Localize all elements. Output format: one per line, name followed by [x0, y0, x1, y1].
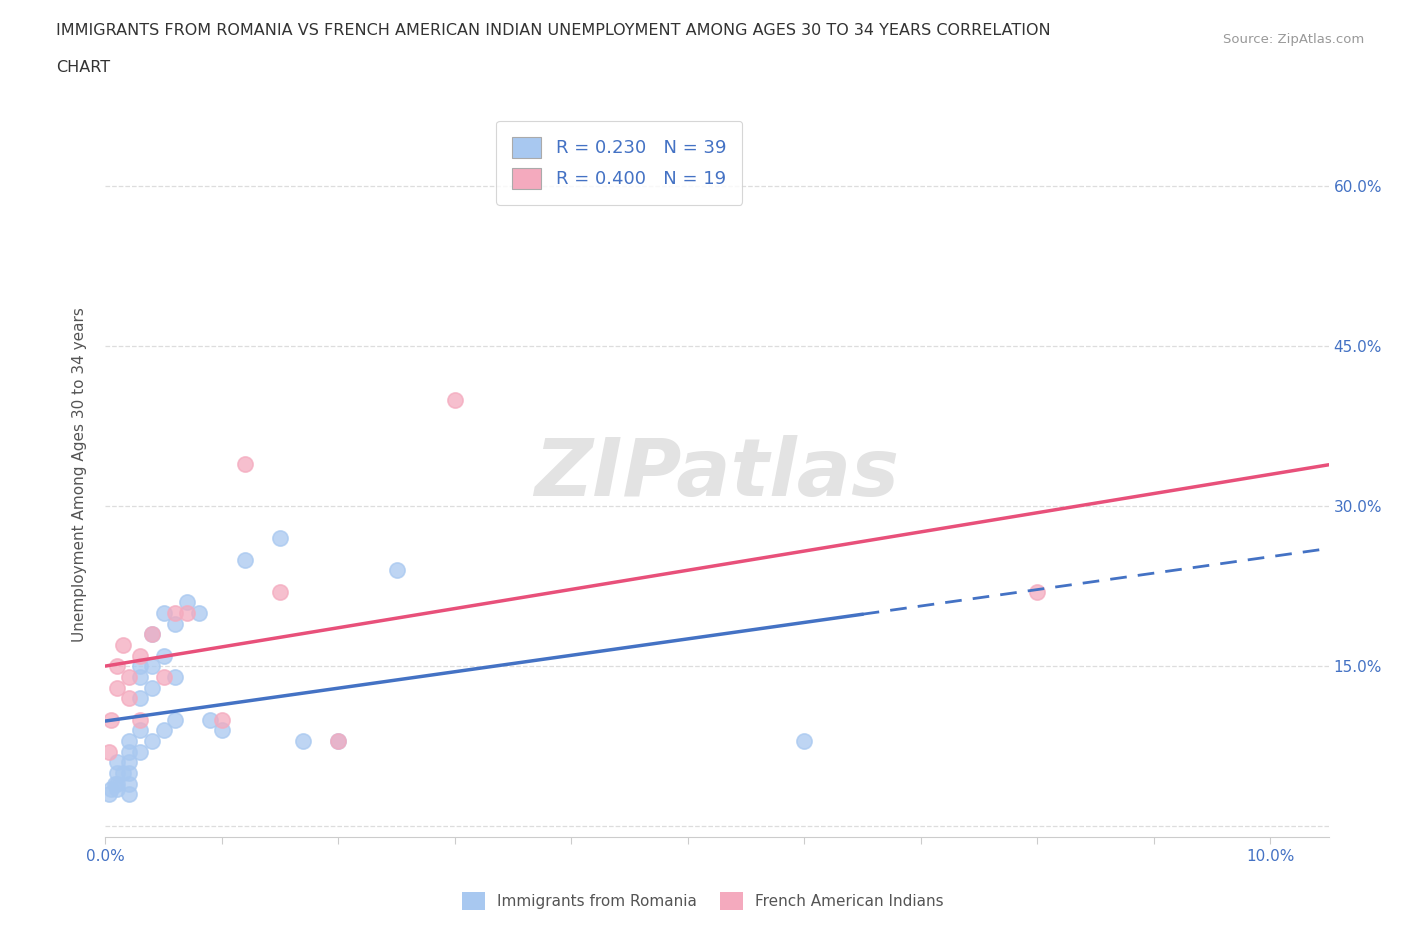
- Point: [105, 680, 128, 695]
- Legend: R = 0.230   N = 39, R = 0.400   N = 19: R = 0.230 N = 39, R = 0.400 N = 19: [496, 121, 742, 205]
- Point: [129, 691, 152, 706]
- Point: [141, 658, 163, 673]
- Point: [129, 712, 152, 727]
- Point: [328, 734, 350, 749]
- Point: [111, 638, 134, 653]
- Point: [97, 787, 120, 802]
- Point: [118, 734, 141, 749]
- Point: [118, 691, 141, 706]
- Point: [187, 605, 209, 620]
- Point: [118, 670, 141, 684]
- Point: [105, 755, 128, 770]
- Text: CHART: CHART: [56, 60, 110, 75]
- Text: IMMIGRANTS FROM ROMANIA VS FRENCH AMERICAN INDIAN UNEMPLOYMENT AMONG AGES 30 TO : IMMIGRANTS FROM ROMANIA VS FRENCH AMERIC…: [56, 23, 1050, 38]
- Point: [118, 755, 141, 770]
- Point: [211, 723, 233, 737]
- Text: ZIPatlas: ZIPatlas: [534, 435, 900, 513]
- Point: [105, 781, 128, 796]
- Point: [176, 595, 198, 610]
- Point: [129, 744, 152, 759]
- Point: [211, 712, 233, 727]
- Point: [118, 777, 141, 791]
- Point: [165, 712, 187, 727]
- Point: [328, 734, 350, 749]
- Point: [269, 584, 291, 599]
- Point: [104, 777, 127, 791]
- Point: [165, 670, 187, 684]
- Text: Source: ZipAtlas.com: Source: ZipAtlas.com: [1223, 33, 1364, 46]
- Point: [165, 605, 187, 620]
- Point: [233, 457, 256, 472]
- Point: [292, 734, 315, 749]
- Y-axis label: Unemployment Among Ages 30 to 34 years: Unemployment Among Ages 30 to 34 years: [72, 307, 87, 642]
- Legend: Immigrants from Romania, French American Indians: Immigrants from Romania, French American…: [454, 884, 952, 918]
- Point: [152, 670, 174, 684]
- Point: [233, 552, 256, 567]
- Point: [269, 531, 291, 546]
- Point: [176, 605, 198, 620]
- Point: [129, 658, 152, 673]
- Point: [118, 765, 141, 780]
- Point: [118, 744, 141, 759]
- Point: [385, 563, 408, 578]
- Point: [100, 781, 122, 796]
- Point: [141, 627, 163, 642]
- Point: [129, 723, 152, 737]
- Point: [118, 787, 141, 802]
- Point: [100, 712, 122, 727]
- Point: [152, 648, 174, 663]
- Point: [165, 617, 187, 631]
- Point: [200, 712, 222, 727]
- Point: [793, 734, 815, 749]
- Point: [129, 670, 152, 684]
- Point: [141, 680, 163, 695]
- Point: [111, 765, 134, 780]
- Point: [152, 605, 174, 620]
- Point: [105, 765, 128, 780]
- Point: [105, 777, 128, 791]
- Point: [152, 723, 174, 737]
- Point: [141, 627, 163, 642]
- Point: [105, 658, 128, 673]
- Point: [1026, 584, 1049, 599]
- Point: [97, 744, 120, 759]
- Point: [444, 392, 467, 407]
- Point: [141, 734, 163, 749]
- Point: [129, 648, 152, 663]
